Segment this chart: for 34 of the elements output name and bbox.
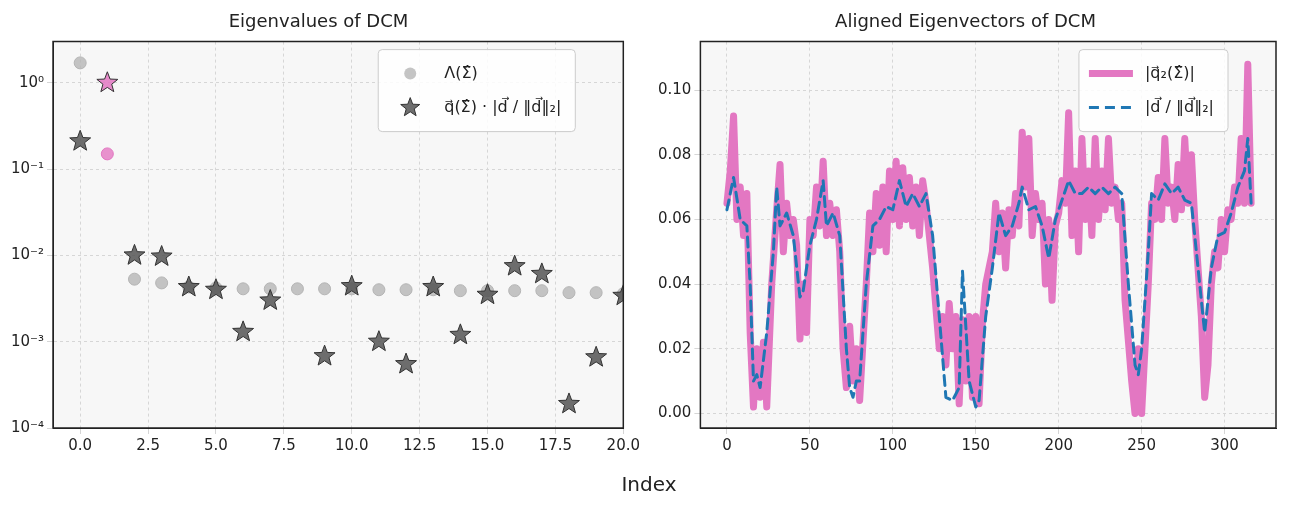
- y-tick-label: 0.10: [657, 79, 692, 98]
- chart-title: Aligned Eigenvectors of DCM: [835, 10, 1096, 32]
- x-tick-label: 100: [878, 435, 908, 454]
- y-tick-label: 0.00: [657, 403, 692, 422]
- y-tick-label: 0.08: [657, 144, 692, 163]
- x-tick-label: 250: [1127, 435, 1156, 454]
- y-tick-label: 10⁻³: [10, 331, 45, 350]
- y-tick-label: 10⁻⁴: [10, 417, 45, 436]
- x-axis-title: Index: [620, 472, 678, 496]
- x-tick-label: 10.0: [335, 435, 369, 454]
- y-tick-label: 0.04: [657, 274, 692, 292]
- x-tick-label: 20.0: [606, 435, 640, 454]
- x-tick-label: 0.0: [68, 435, 93, 454]
- y-tick-label: 10⁻²: [10, 245, 45, 264]
- legend-label: Λ(Σ̂): [444, 62, 478, 82]
- chart-title: Eigenvalues of DCM: [228, 10, 409, 32]
- x-tick-label: 200: [1044, 435, 1074, 454]
- x-tick-label: 0: [722, 435, 732, 454]
- y-tick-label: 0.06: [657, 209, 692, 228]
- x-tick-label: 2.5: [136, 435, 160, 454]
- x-tick-label: 50: [800, 435, 820, 454]
- x-tick-label: 5.0: [204, 435, 228, 454]
- x-tick-label: 17.5: [538, 435, 573, 454]
- x-tick-label: 150: [961, 435, 991, 454]
- y-tick-label: 10⁻¹: [10, 158, 45, 177]
- y-tick-label: 0.02: [657, 338, 692, 357]
- x-tick-label: 300: [1210, 435, 1239, 454]
- legend-label: |q⃗₂(Σ̂)|: [1144, 62, 1195, 82]
- legend-label: |d⃗ / ‖d⃗‖₂|: [1144, 95, 1215, 116]
- y-tick-label: 10⁰: [18, 72, 45, 91]
- x-tick-label: 15.0: [470, 435, 505, 454]
- x-tick-label: 7.5: [271, 435, 296, 454]
- x-tick-label: 12.5: [402, 435, 437, 454]
- legend-label: q⃗(Σ̂) · |d⃗ / ‖d⃗‖₂|: [444, 95, 562, 116]
